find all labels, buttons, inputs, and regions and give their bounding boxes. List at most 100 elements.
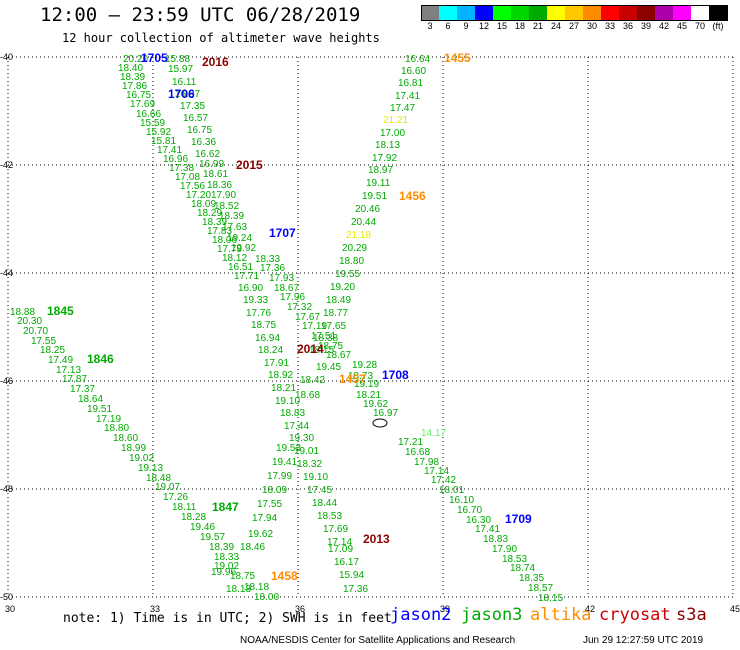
wave-height-value: 18.11 <box>172 502 197 513</box>
wave-height-value: 19.02 <box>214 561 239 572</box>
wave-height-value: 17.41 <box>395 91 420 102</box>
wave-height-value: 17.55 <box>31 336 56 347</box>
wave-height-value: 16.64 <box>405 54 430 65</box>
wave-height-value: 18.49 <box>326 295 351 306</box>
wave-height-value: 17.44 <box>284 421 309 432</box>
wave-height-value: 18.75 <box>251 320 276 331</box>
wave-height-value: 19.01 <box>294 446 319 457</box>
wave-height-value: 16.97 <box>175 89 200 100</box>
wave-height-value: 18.99 <box>121 443 146 454</box>
wave-height-value: 17.69 <box>323 524 348 535</box>
wave-height-value: 19.57 <box>200 532 225 543</box>
color-scale-label: 6 <box>445 21 451 31</box>
legend-cryosat: cryosat <box>599 605 671 625</box>
wave-height-value: 17.38 <box>169 163 194 174</box>
lat-tick-label: -42 <box>0 160 13 170</box>
wave-height-value: 16.70 <box>457 505 482 516</box>
wave-height-value: 17.51 <box>311 331 336 342</box>
credit-line: NOAA/NESDIS Center for Satellite Applica… <box>240 635 516 646</box>
wave-height-value: 18.83 <box>483 534 508 545</box>
lon-tick-label: 36 <box>295 604 305 614</box>
lat-tick-label: -48 <box>0 484 13 494</box>
wave-height-value: 17.86 <box>122 81 147 92</box>
legend-jason3: jason3 <box>461 605 523 625</box>
wave-height-value: 17.00 <box>380 128 405 139</box>
wave-height-value: 18.97 <box>368 165 393 176</box>
wave-height-value: 18.09 <box>191 199 216 210</box>
color-scale-label: 9 <box>463 21 469 31</box>
wave-height-value: 18.57 <box>528 583 553 594</box>
wave-height-value: 18.80 <box>104 423 129 434</box>
wave-height-value: 17.32 <box>287 302 312 313</box>
wave-height-value: 18.64 <box>78 394 103 405</box>
wave-height-value: 18.75 <box>230 571 255 582</box>
lon-tick-label: 39 <box>440 604 450 614</box>
wave-height-value: 17.69 <box>130 99 155 110</box>
wave-height-value: 16.57 <box>183 113 208 124</box>
wave-height-value: 18.21 <box>271 383 296 394</box>
wave-height-value: 16.81 <box>398 78 423 89</box>
wave-height-value: 17.41 <box>475 524 500 535</box>
wave-height-value: 18.25 <box>40 345 65 356</box>
wave-height-value: 19.51 <box>87 404 112 415</box>
wave-height-value: 17.96 <box>280 292 305 303</box>
wave-height-value: 17.49 <box>48 355 73 366</box>
lat-tick-label: -46 <box>0 376 13 386</box>
wave-height-value: 17.98 <box>414 457 439 468</box>
wave-height-value: 18.29 <box>197 208 222 219</box>
wave-height-value: 19.55 <box>335 269 360 280</box>
wave-height-value: 19.11 <box>366 178 391 189</box>
color-scale-label: (ft) <box>712 21 724 31</box>
wave-height-value: 17.55 <box>257 499 282 510</box>
wave-height-value: 17.20 <box>186 190 211 201</box>
pass-number-label: 2015 <box>236 158 263 172</box>
wave-height-value: 18.33 <box>255 254 280 265</box>
wave-height-value: 18.13 <box>226 584 251 595</box>
color-scale-label: 70 <box>694 21 705 31</box>
pass-number-label: 1457 <box>339 372 366 386</box>
pass-number-label: 2013 <box>363 532 390 546</box>
wave-height-value: 18.68 <box>295 390 320 401</box>
wave-height-value: 19.92 <box>231 243 256 254</box>
wave-height-value: 17.91 <box>264 358 289 369</box>
wave-height-value: 17.90 <box>211 190 236 201</box>
wave-height-value: 18.67 <box>326 350 351 361</box>
wave-height-value: 17.65 <box>321 321 346 332</box>
wave-height-value: 21.18 <box>346 230 371 241</box>
page-title: 12:00 — 23:59 UTC 06/28/2019 <box>40 4 361 26</box>
wave-height-value: 16.97 <box>373 408 398 419</box>
wave-height-value: 18.61 <box>203 169 228 180</box>
wave-height-value: 18.35 <box>519 573 544 584</box>
wave-height-value: 17.19 <box>96 414 121 425</box>
wave-height-value: 16.90 <box>238 283 263 294</box>
pass-number-label: 2016 <box>202 55 229 69</box>
wave-height-value: 16.99 <box>199 159 224 170</box>
wave-height-value: 17.71 <box>234 271 259 282</box>
wave-height-value: 18.53 <box>502 554 527 565</box>
wave-height-value: 15.88 <box>165 54 190 65</box>
pass-number-label: 1709 <box>505 512 532 526</box>
wave-height-value: 18.80 <box>339 256 364 267</box>
map-grid <box>7 56 734 598</box>
wave-height-value: 19.10 <box>275 396 300 407</box>
wave-height-value: 19.07 <box>155 482 180 493</box>
wave-height-value: 19.30 <box>289 433 314 444</box>
wave-height-value: 19.28 <box>352 360 377 371</box>
legend-jason2: jason2 <box>390 605 452 625</box>
wave-height-value: 19.51 <box>362 191 387 202</box>
pass-number-label: 2014 <box>297 342 324 356</box>
wave-height-value: 18.01 <box>439 485 464 496</box>
pass-number-label: 1456 <box>399 189 426 203</box>
wave-height-value: 17.79 <box>217 244 242 255</box>
wave-height-value: 19.24 <box>227 233 252 244</box>
wave-height-value: 17.36 <box>260 263 285 274</box>
wave-height-value: 17.41 <box>157 145 182 156</box>
pass-number-label: 1455 <box>444 51 471 65</box>
color-scale-label: 18 <box>514 21 525 31</box>
wave-height-value: 17.45 <box>307 485 332 496</box>
wave-height-value: 15.92 <box>146 127 171 138</box>
lat-tick-label: -50 <box>0 592 13 602</box>
wave-height-value: 19.62 <box>363 399 388 410</box>
wave-height-value: 19.02 <box>129 453 154 464</box>
wave-height-value: 18.39 <box>209 542 234 553</box>
